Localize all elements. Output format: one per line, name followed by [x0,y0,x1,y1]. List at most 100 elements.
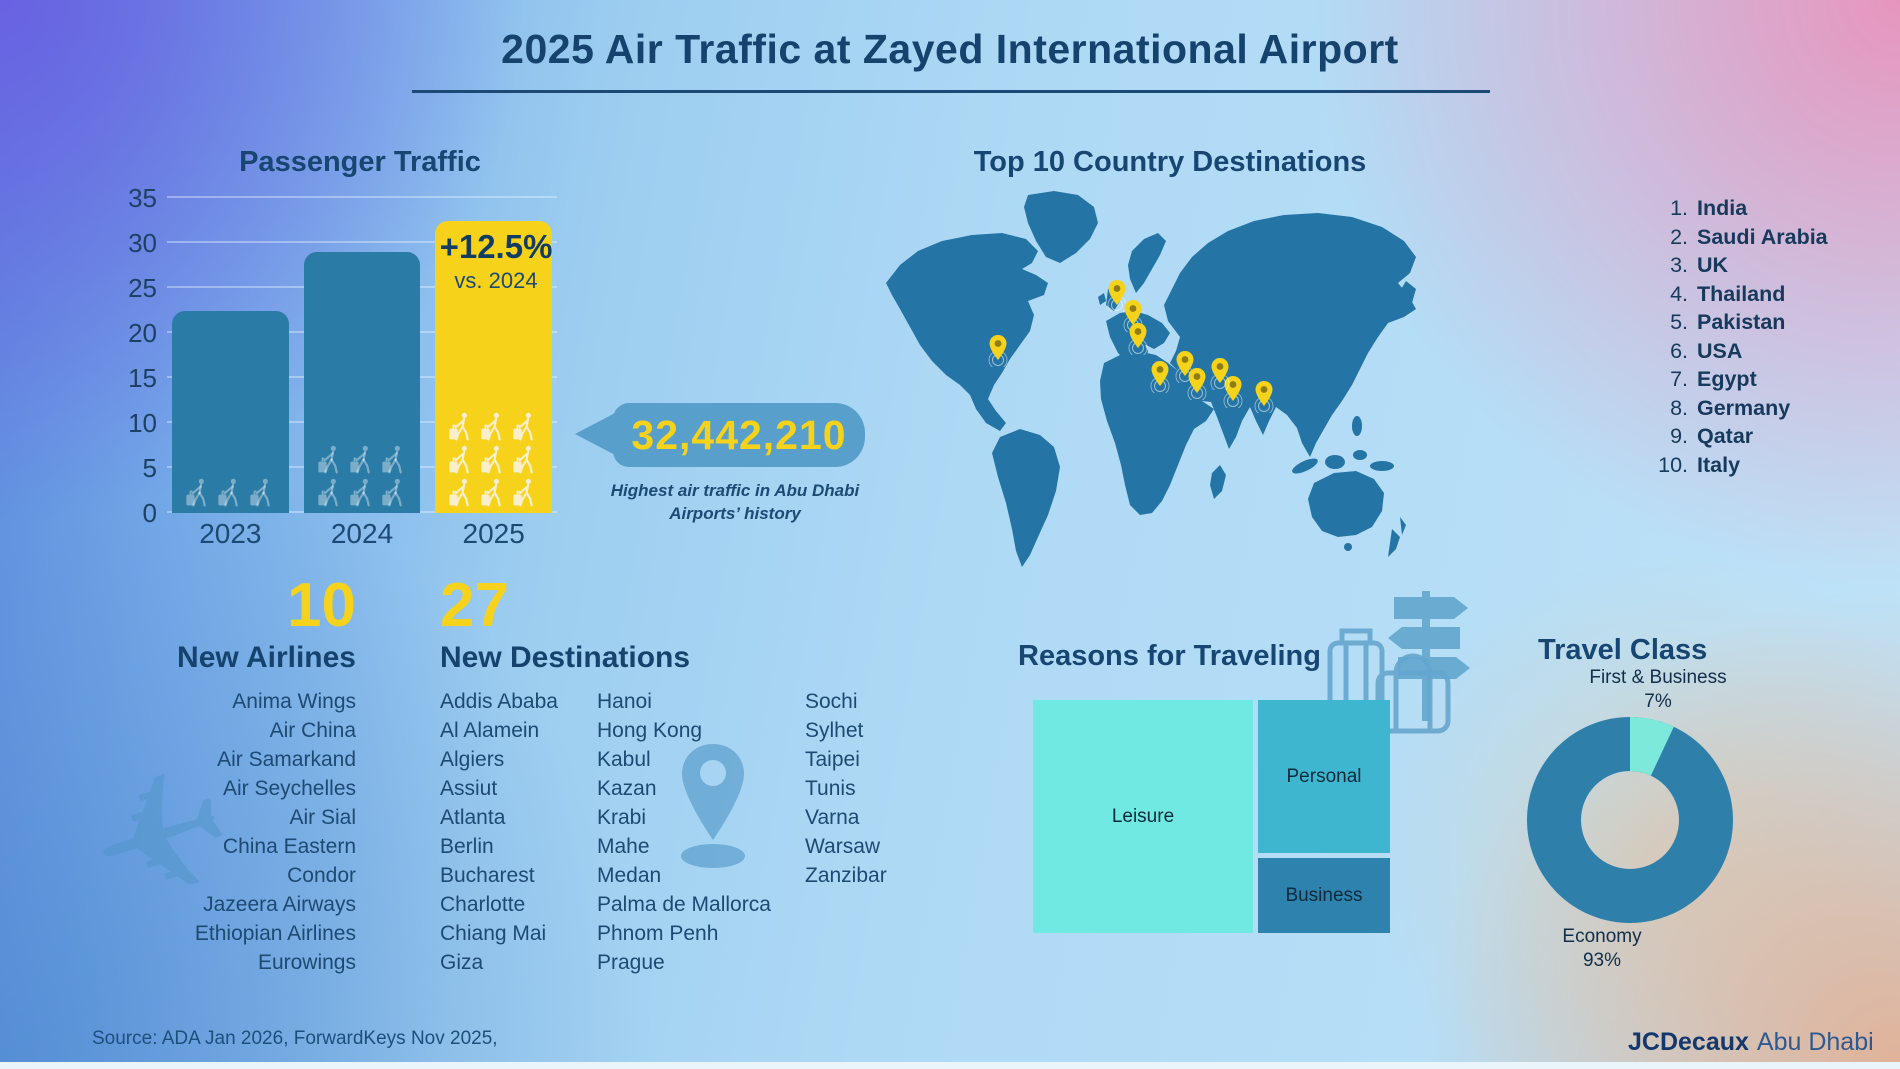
title-underline [412,90,1490,93]
passenger-traffic-heading: Passenger Traffic [239,146,481,178]
map-pin-egypt [1147,359,1173,398]
world-map [880,185,1640,585]
economy-pct: 93% [1582,949,1622,971]
country-name: Italy [1697,452,1741,477]
brand-jcdecaux: JCDecaux [1628,1028,1749,1056]
y-tick-label: 10 [128,408,157,438]
traveler-icon-row [315,477,410,508]
country-rank-number: 10. [1658,452,1688,477]
first-business-pct: 7% [1644,690,1672,712]
region-new-zealand-north [1400,517,1406,535]
x-tick-label: 2025 [462,518,525,549]
traveler-icon-row [446,411,541,442]
traveler-icon [381,445,402,474]
region-tasmania [1344,543,1352,551]
airline-item: Condor [287,864,356,887]
country-rank-number: 3. [1670,253,1688,277]
bottom-strip [0,1062,1900,1069]
map-pin-italy [1125,321,1151,360]
treemap-personal: Personal [1258,700,1390,853]
traveler-icon [349,445,370,474]
page-title: 2025 Air Traffic at Zayed International … [501,26,1399,72]
destination-item: Atlanta [440,806,506,829]
total-passengers-value: 32,442,210 [631,411,847,458]
x-axis: 2023 2024 2025 [167,518,557,550]
country-rank-number: 7. [1670,367,1688,391]
traveler-rows [304,444,421,513]
destination-column: Hanoi Hong Kong Kabul Kazan Krabi Mahe Medan Pa… [597,687,805,977]
traveler-icon [349,478,370,507]
traveler-icon [186,478,206,507]
destination-item: Prague [597,951,665,974]
traveler-icon [513,478,533,507]
country-rank-item: 2. Saudi Arabia [1652,223,1898,252]
country-name: Saudi Arabia [1697,224,1828,249]
destination-item: Sylhet [805,719,864,742]
airline-item: Air Seychelles [222,777,356,800]
country-rank-number: 8. [1670,395,1688,420]
country-rank-item: 3. UK [1652,251,1898,280]
source-note: Source: ADA Jan 2026, ForwardKeys Nov 20… [92,1028,498,1049]
country-name: UK [1697,253,1729,277]
gridline [167,196,557,198]
region-borneo [1325,455,1345,469]
gridline [167,241,557,243]
region-sulawesi [1353,450,1367,460]
country-name: Egypt [1697,367,1757,391]
destination-item: Mahe [597,835,650,858]
country-name: Thailand [1697,281,1786,306]
destination-column: Sochi Sylhet Taipei Tunis Varna Warsaw Zanziba… [805,687,920,977]
destination-item: Bucharest [440,864,535,887]
first-business-slice [1527,717,1733,923]
y-tick-label: 25 [128,273,157,303]
country-rank-number: 2. [1670,224,1688,249]
traveler-rows [435,411,552,513]
traveler-icon [381,478,402,507]
destination-item: Al Alamein [440,719,540,742]
brand-logo: JCDecaux Abu Dhabi [1628,1028,1874,1057]
region-scandinavia [1128,233,1166,293]
country-rank-item: 10. Italy [1652,451,1898,480]
destination-item: Hong Kong [597,719,703,742]
traveler-icon-row [315,444,410,475]
destination-item: Medan [597,864,662,887]
signpost-icon [1288,583,1478,753]
destination-item: Kazan [597,777,657,800]
traveler-icon [481,478,501,507]
callout-arrow [575,412,617,456]
y-tick-label: 30 [128,228,157,258]
traveler-icon [250,478,270,507]
bar-2024 [303,252,421,513]
country-ranking: 1. India 2. Saudi Arabia 3. UK 4. Thailand 5. Pak… [1652,194,1898,479]
country-name: Qatar [1697,424,1754,448]
country-rank-item: 6. USA [1652,337,1898,366]
destination-item: Giza [440,951,484,974]
destination-item: Sochi [805,690,858,713]
new-airlines-section: 10 New Airlines Anima Wings Air China Air … [128,575,356,977]
country-rank-number: 5. [1670,310,1688,334]
region-ireland [1098,293,1106,305]
airline-item: Anima Wings [232,690,356,713]
traveler-icon [317,445,338,474]
country-rank-item: 1. India [1652,194,1898,223]
continent-north-america [886,233,1048,431]
map-pin-uk [1104,278,1130,317]
new-destinations-section: 27 New Destinations Addis Ababa Al Alamei… [440,575,920,977]
map-pin-india [1220,374,1246,413]
callout-caption: Highest air traffic in Abu Dhabi Airport… [610,481,860,523]
map-pin-usa [985,333,1011,372]
destination-item: Phnom Penh [597,922,719,945]
destination-item: Berlin [440,835,494,858]
destination-item: Hanoi [597,690,652,713]
continent-asia [1164,213,1416,457]
map-pin-pakistan [1207,356,1233,395]
country-rank-number: 6. [1670,338,1688,363]
region-philippines [1352,416,1362,436]
top-countries-list: 1. India 2. Saudi Arabia 3. UK 4. Thailand 5. Pak… [1652,194,1898,479]
total-passengers-callout: 32,442,210 [575,400,875,470]
callout-bubble: 32,442,210 [613,403,865,467]
destination-column: Addis Ababa Al Alamein Algiers Assiut Atlant… [440,687,597,977]
destination-item: Zanzibar [805,864,887,887]
x-tick-label: 2023 [199,518,262,549]
